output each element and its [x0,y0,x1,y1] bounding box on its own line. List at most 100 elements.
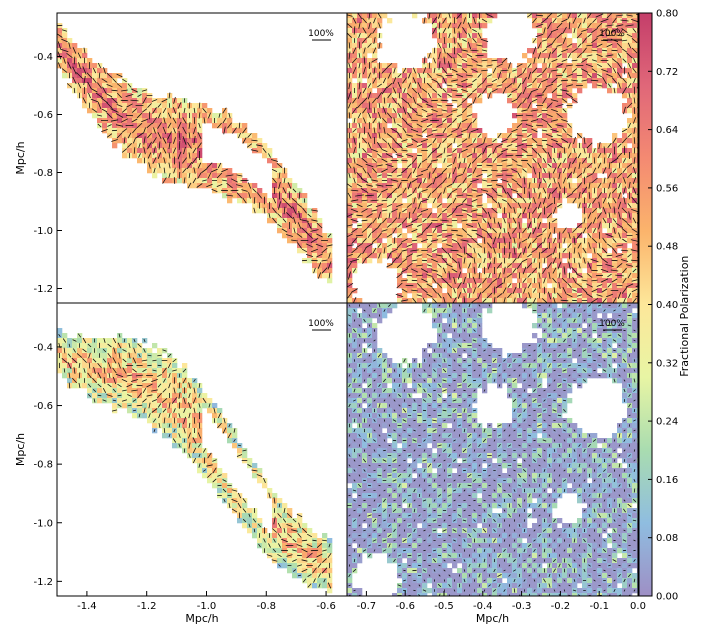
field-cell [442,163,448,169]
polarization-vector [101,97,108,104]
field-cell [82,93,88,99]
field-cell [557,278,563,284]
polarization-vector [501,57,508,64]
field-cell [212,113,218,119]
polarization-vector [206,162,213,169]
polarization-vector [262,147,267,154]
field-cell [362,23,368,29]
polarization-vector [531,147,538,154]
polarization-vector [567,123,572,128]
field-cell [507,188,513,194]
field-cell [367,148,373,154]
polarization-vector [366,213,373,218]
field-cell [457,208,463,214]
polarization-vector [535,144,544,147]
polarization-vector [591,59,598,62]
field-cell [192,173,198,179]
polarization-vector [431,88,438,93]
polarization-vector [283,177,286,184]
field-cell [122,153,128,159]
field-cell [387,148,393,154]
field-cell [112,93,118,99]
polarization-vector [192,147,197,154]
polarization-vector [476,83,483,88]
field-cell [607,58,613,64]
field-cell [447,58,453,64]
field-cell [352,113,358,119]
polarization-vector [432,167,437,174]
field-cell [427,238,433,244]
field-cell [317,218,323,224]
field-cell [447,258,453,264]
polarization-vector [487,174,492,177]
field-cell [457,98,463,104]
field-cell [417,148,423,154]
polarization-vector [546,13,553,19]
polarization-vector [402,127,407,134]
polarization-vector [532,158,537,163]
field-cell [392,183,398,189]
polarization-vector [568,182,571,189]
polarization-vector [533,57,536,64]
field-cell [367,88,373,94]
polarization-vector [485,84,494,87]
field-cell [587,288,593,294]
polarization-vector [632,67,637,74]
field-cell [407,118,413,124]
polarization-vector [542,97,547,104]
field-cell [522,263,528,269]
field-cell [457,258,463,264]
polarization-vector [616,42,623,49]
field-cell [627,128,633,134]
polarization-vector [247,133,252,138]
polarization-vector [542,196,547,205]
polarization-vector [502,199,507,202]
polarization-vector [115,124,124,127]
polarization-vector [515,134,524,137]
field-cell [417,138,423,144]
polarization-vector [631,209,638,212]
field-cell [542,93,548,99]
polarization-vector [168,162,171,169]
polarization-vector [348,51,351,60]
polarization-vector [505,174,514,177]
field-cell [537,218,543,224]
field-cell [147,108,153,114]
polarization-vector [402,106,407,115]
polarization-vector [57,51,62,60]
polarization-vector [600,18,609,23]
field-cell [262,203,268,209]
field-cell [517,98,523,104]
field-cell [562,263,568,269]
field-cell [127,108,133,114]
polarization-vector [472,97,477,104]
field-cell [542,193,548,199]
polarization-vector [163,117,166,124]
field-cell [422,153,428,159]
field-cell [597,178,603,184]
field-cell [62,33,68,39]
field-cell [522,203,528,209]
polarization-vector [622,77,627,84]
polarization-vector [276,162,283,169]
polarization-vector [216,172,223,179]
polarization-vector [466,103,473,108]
polarization-vector [148,162,151,169]
field-cell [417,278,423,284]
polarization-vector [242,127,247,134]
field-cell [82,103,88,109]
polarization-vector [521,148,528,153]
polarization-vector [602,77,607,84]
field-cell [117,98,123,104]
field-cell [517,258,523,264]
polarization-vector [632,176,637,185]
field-cell [477,168,483,174]
field-cell [87,98,93,104]
field-cell [382,123,388,129]
field-cell [592,73,598,79]
field-cell [442,53,448,59]
polarization-vector [626,14,633,17]
polarization-vector [506,144,513,147]
field-cell [587,228,593,234]
polarization-vector [412,207,417,214]
